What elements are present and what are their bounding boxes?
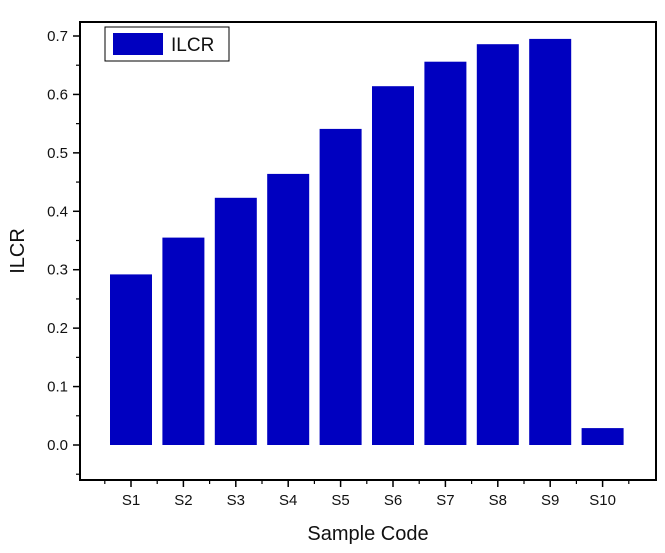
x-tick-label-S3: S3 [227, 492, 245, 509]
y-tick-label: 0.4 [47, 203, 68, 220]
legend: ILCR [104, 26, 230, 62]
bar-S2 [162, 237, 205, 445]
y-tick-label: 0.1 [47, 379, 68, 396]
y-tick-label: 0.3 [47, 262, 68, 279]
x-tick-label-S7: S7 [436, 492, 454, 509]
y-axis-ticks: 0.0 0.1 0.2 0.3 0.4 0.5 0.6 0.7 [47, 28, 80, 475]
bar-S3 [214, 197, 257, 445]
x-tick-label-S5: S5 [331, 492, 349, 509]
x-axis-title: Sample Code [307, 523, 428, 545]
bar-S6 [372, 86, 414, 445]
y-tick-label: 0.2 [47, 320, 68, 337]
y-tick-label: 0.7 [47, 28, 68, 45]
x-tick-label-S8: S8 [489, 492, 507, 509]
x-tick-label-S2: S2 [174, 492, 192, 509]
x-tick-label-S1: S1 [122, 492, 140, 509]
bar-S10 [581, 428, 624, 445]
y-axis-title: ILCR [7, 228, 29, 274]
legend-label: ILCR [171, 35, 214, 56]
x-tick-label-S6: S6 [384, 492, 402, 509]
bar-S9 [529, 38, 572, 446]
bar-S4 [267, 173, 310, 445]
legend-swatch [113, 33, 163, 55]
bar-S1 [110, 274, 152, 445]
bar-S7 [424, 61, 467, 445]
plot-frame [79, 21, 657, 481]
bar-S8 [476, 44, 519, 445]
x-tick-label-S9: S9 [541, 492, 559, 509]
y-tick-label: 0.0 [47, 437, 68, 454]
y-tick-label: 0.6 [47, 86, 68, 103]
bar-group [110, 38, 624, 446]
x-tick-label-S4: S4 [279, 492, 297, 509]
bar-S5 [319, 128, 362, 445]
y-tick-label: 0.5 [47, 145, 68, 162]
x-axis-ticks: S1 S2 S3 S4 S5 S6 S7 S8 S9 S10 [104, 480, 630, 509]
x-tick-label-S10: S10 [589, 492, 616, 509]
